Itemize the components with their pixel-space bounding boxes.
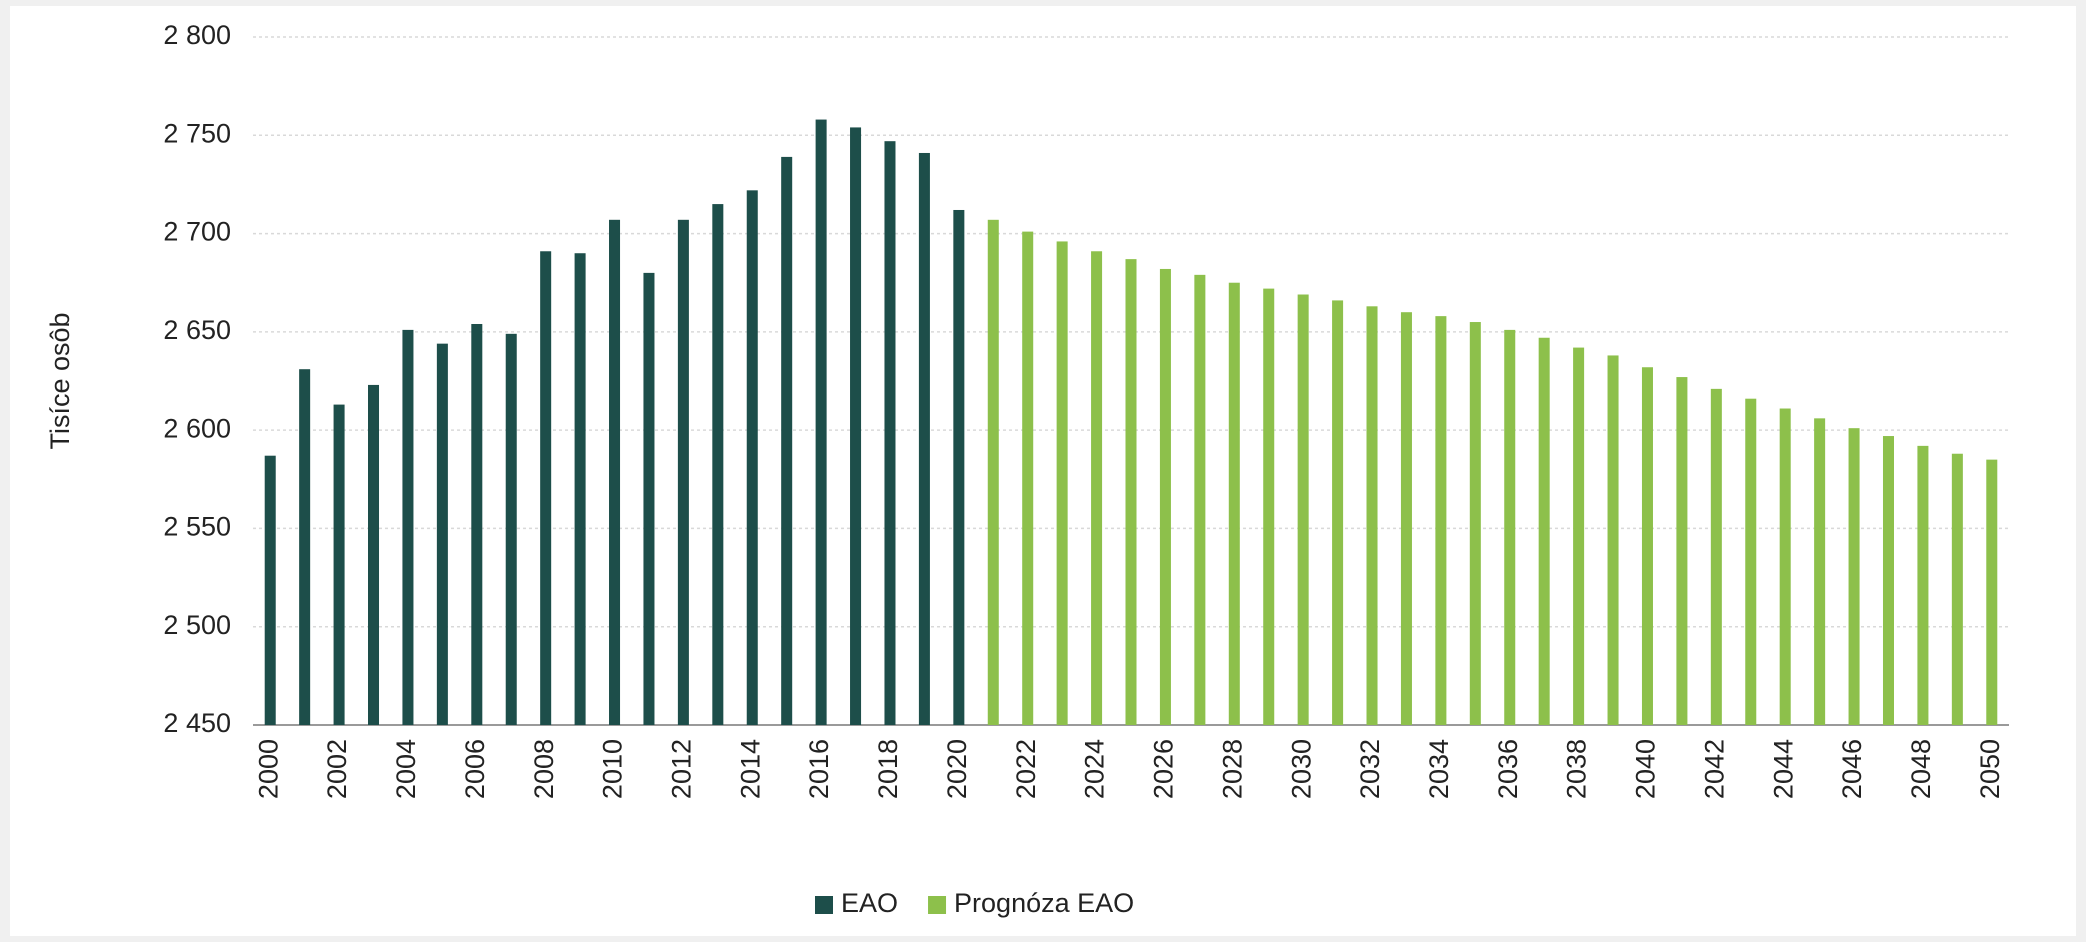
x-tick-label: 2028 [1217, 739, 1247, 799]
bar [643, 272, 655, 725]
bar [815, 119, 827, 725]
bar [540, 251, 552, 725]
y-tick-label: 2 600 [163, 413, 231, 443]
bar [1986, 459, 1998, 725]
x-tick-label: 2006 [460, 739, 490, 799]
bar [1125, 259, 1137, 725]
bar [781, 156, 793, 725]
bar [712, 204, 724, 726]
bar [1676, 377, 1688, 725]
bar [1917, 445, 1929, 725]
bar [1607, 355, 1619, 725]
bar [918, 152, 930, 725]
bar [987, 219, 999, 725]
y-tick-label: 2 500 [163, 610, 231, 640]
bar [1538, 337, 1550, 725]
x-tick-label: 2038 [1562, 739, 1592, 799]
bar [1366, 306, 1378, 725]
bar [1228, 282, 1240, 725]
bar [1848, 428, 1860, 725]
legend-label: Prognóza EAO [954, 888, 1134, 918]
bar [299, 369, 311, 725]
bar [1332, 300, 1344, 725]
bar [574, 253, 586, 725]
x-tick-label: 2016 [804, 739, 834, 799]
bar [333, 404, 345, 725]
bar [1297, 294, 1309, 725]
bar [884, 141, 896, 725]
x-tick-label: 2024 [1080, 739, 1110, 799]
bar [1159, 268, 1171, 725]
y-tick-label: 2 450 [163, 708, 231, 738]
x-tick-label: 2012 [667, 739, 697, 799]
bar [1814, 418, 1826, 725]
bar [1469, 322, 1481, 725]
bar [1091, 251, 1103, 725]
x-tick-label: 2010 [598, 739, 628, 799]
y-tick-label: 2 550 [163, 512, 231, 542]
y-tick-label: 2 700 [163, 217, 231, 247]
bar [1710, 388, 1722, 725]
bar [264, 455, 276, 725]
x-tick-label: 2000 [253, 739, 283, 799]
bar [1882, 436, 1894, 725]
bar [1435, 316, 1447, 725]
bar [1263, 288, 1275, 725]
bar [746, 190, 758, 726]
bar [436, 343, 448, 725]
x-tick-label: 2032 [1355, 739, 1385, 799]
chart-area [10, 6, 2076, 936]
bar [1951, 453, 1963, 725]
bar [1641, 367, 1653, 725]
bar [953, 209, 965, 726]
bar [402, 329, 414, 725]
x-tick-label: 2002 [322, 739, 352, 799]
x-tick-label: 2030 [1286, 739, 1316, 799]
legend-label: EAO [841, 888, 898, 918]
legend-swatch [815, 896, 833, 914]
x-tick-label: 2004 [391, 739, 421, 799]
y-axis-title: Tisíce osôb [45, 312, 75, 449]
bar [677, 219, 689, 725]
x-tick-label: 2046 [1837, 739, 1867, 799]
x-tick-label: 2008 [529, 739, 559, 799]
x-tick-label: 2040 [1631, 739, 1661, 799]
bar [1022, 231, 1034, 725]
x-tick-label: 2026 [1149, 739, 1179, 799]
bar [1504, 329, 1516, 725]
x-tick-label: 2018 [873, 739, 903, 799]
bar [1745, 398, 1757, 725]
y-tick-label: 2 750 [163, 118, 231, 148]
x-tick-label: 2044 [1768, 739, 1798, 799]
bar [850, 127, 862, 726]
y-tick-label: 2 650 [163, 315, 231, 345]
y-tick-label: 2 800 [163, 20, 231, 50]
bar [609, 219, 621, 725]
bar [1194, 274, 1206, 725]
bar [368, 384, 380, 725]
x-tick-label: 2042 [1699, 739, 1729, 799]
bar [1056, 241, 1068, 726]
x-tick-label: 2034 [1424, 739, 1454, 799]
bar [471, 323, 483, 725]
bar [1779, 408, 1791, 725]
x-tick-label: 2022 [1011, 739, 1041, 799]
x-tick-label: 2048 [1906, 739, 1936, 799]
bar [1573, 347, 1585, 725]
bar [505, 333, 517, 725]
bar [1400, 312, 1412, 725]
legend-swatch [928, 896, 947, 914]
x-tick-label: 2020 [942, 739, 972, 799]
x-tick-label: 2014 [735, 739, 765, 799]
x-tick-label: 2050 [1975, 739, 2005, 799]
x-tick-label: 2036 [1493, 739, 1523, 799]
